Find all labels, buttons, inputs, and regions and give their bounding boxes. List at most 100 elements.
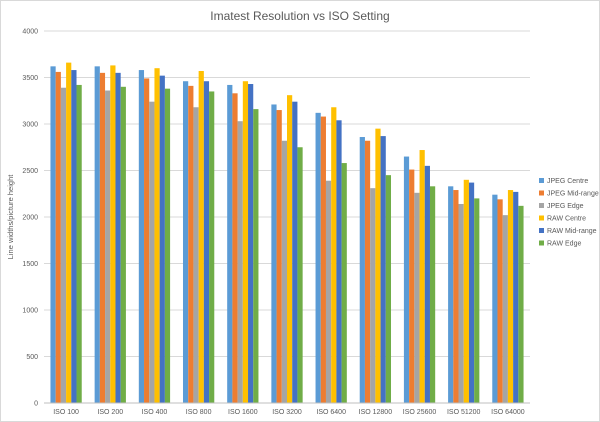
bar [182,81,189,403]
legend-item: RAW Centre [539,215,586,223]
legend-swatch [539,240,544,246]
legend-item: JPEG Edge [539,203,584,210]
x-tick-label: ISO 51200 [447,409,481,416]
legend: JPEG Centre JPEG Mid-range JPEG Edge RAW Ce… [539,178,599,248]
bar [325,180,332,403]
bar [507,190,514,403]
bar [315,112,321,403]
bar [463,179,469,403]
bar [99,72,106,403]
x-tick-label: ISO 6400 [316,409,346,416]
y-tick-label: 3000 [22,122,38,129]
bar [227,84,233,403]
x-tick-label: ISO 1600 [228,409,258,416]
chart-title: Imatest Resolution vs ISO Setting [210,9,389,23]
bar [144,78,150,404]
bar [76,84,82,403]
bar [403,156,410,403]
bar [497,199,503,403]
series-raw-mid-range [71,70,519,404]
bar [105,90,111,404]
bar [331,107,337,403]
legend-swatch [539,215,544,221]
y-tick-label: 2000 [22,215,38,222]
bar [297,147,303,403]
bar [198,70,204,404]
y-tick-label: 2500 [22,168,38,175]
bar [154,68,160,403]
x-tick-label: ISO 64000 [491,409,525,416]
legend-item: JPEG Mid-range [539,190,599,198]
bar [94,66,100,403]
legend-item: RAW Edge [539,240,581,248]
legend-swatch [539,228,544,233]
legend-label: RAW Mid-range [547,228,597,235]
bar [492,194,498,403]
y-tick-label: 0 [34,401,38,408]
legend-swatch [539,178,544,183]
bar [424,165,430,403]
bar [359,137,365,403]
bar [193,107,199,403]
bar [468,182,475,403]
bar [71,70,77,403]
bar [115,72,121,403]
legend-swatch [539,203,544,208]
x-tick-label: ISO 12800 [359,409,393,416]
bar [203,81,210,403]
y-tick-label: 500 [26,354,38,361]
y-axis-label: Line widths/picture height [6,174,15,260]
bar [149,101,155,404]
legend-label: JPEG Mid-range [547,191,599,198]
bar [518,205,524,403]
bar [60,87,67,403]
bar [320,116,326,403]
bar [375,128,381,403]
x-axis-ticks: ISO 100 ISO 200 ISO 400 ISO 800 ISO 1600 ISO … [53,409,525,416]
x-tick-label: ISO 100 [53,409,79,416]
legend-label: RAW Centre [547,216,586,223]
bar [458,203,464,403]
bar [287,95,293,404]
bar [453,190,459,403]
bar [271,104,277,403]
bar [341,163,347,403]
bar [502,215,508,403]
bar [336,120,342,403]
bar [66,62,72,404]
series-jpeg-edge [60,87,508,404]
bars [50,62,524,404]
bar [50,66,56,403]
legend-label: JPEG Centre [547,178,588,185]
bar [120,86,126,404]
legend-label: JPEG Edge [547,203,584,210]
bar [429,186,436,403]
bar [242,81,249,403]
bar [281,140,287,404]
bar [159,75,165,403]
bar [364,140,371,404]
legend-item: JPEG Centre [539,178,588,185]
bar [513,191,519,403]
legend-label: RAW Edge [547,241,581,248]
y-axis-ticks: 0 500 1000 1500 2000 2500 3000 3500 4000 [22,29,38,408]
bar [237,121,243,404]
bar [414,192,420,403]
x-tick-label: ISO 200 [97,409,123,416]
bar [253,109,259,404]
bar [138,70,145,403]
x-tick-label: ISO 25600 [403,409,437,416]
bar [419,150,425,403]
legend-item: RAW Mid-range [539,228,597,235]
bar [276,110,282,404]
x-tick-label: ISO 800 [186,409,212,416]
bar [385,175,392,403]
y-tick-label: 1500 [22,261,38,268]
bar [292,101,298,404]
bar [370,188,376,403]
bar [448,186,454,403]
bar [409,169,415,403]
bar [380,136,386,403]
bar [164,88,171,403]
